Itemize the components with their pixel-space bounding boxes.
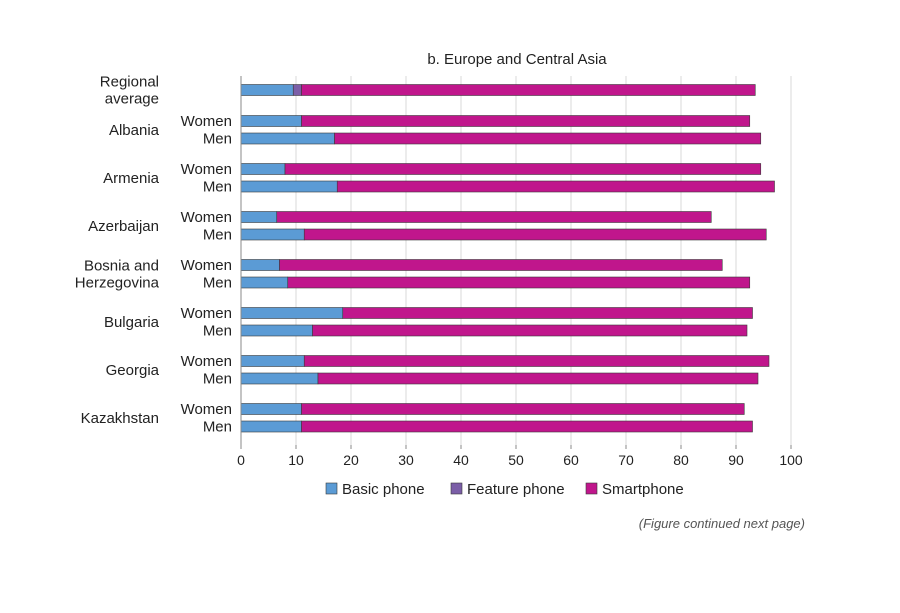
group-label: Bosnia and: [84, 257, 159, 274]
x-tick-label: 10: [288, 452, 304, 468]
legend-swatch-feature-phone: [450, 482, 463, 495]
group-label: Azerbaijan: [88, 218, 159, 235]
x-tick-label: 50: [508, 452, 524, 468]
legend-label: Basic phone: [342, 481, 425, 498]
row-label: Women: [181, 113, 232, 130]
bar-segment-smartphone: [336, 180, 775, 193]
bar-segment-basic-phone: [240, 403, 302, 415]
x-tick-label: 90: [728, 452, 744, 468]
bar-segment-basic-phone: [240, 180, 338, 193]
group-label: Albania: [109, 122, 160, 139]
bar-segment-basic-phone: [240, 115, 302, 127]
bar-segment-basic-phone: [240, 324, 313, 337]
chart-title: b. Europe and Central Asia: [427, 51, 607, 68]
x-tick-label: 0: [237, 452, 245, 468]
row-label: Men: [203, 275, 232, 292]
x-axis-ticks: 0 10 20 30 40 50 60 70 80 90 100: [237, 445, 803, 468]
row-label: Men: [203, 371, 232, 388]
bar-segment-smartphone: [342, 307, 753, 319]
row-label: Women: [181, 353, 232, 370]
row-label: Women: [181, 401, 232, 418]
bar-segment-feature-phone: [292, 84, 302, 96]
bar-segment-smartphone: [279, 259, 723, 271]
bar-segment-smartphone: [303, 355, 770, 367]
bar-segment-basic-phone: [240, 420, 302, 433]
bar-segment-basic-phone: [240, 211, 278, 223]
x-tick-label: 40: [453, 452, 469, 468]
row-label: Men: [203, 227, 232, 244]
bars: [240, 84, 775, 433]
bar-segment-smartphone: [276, 211, 712, 223]
legend-label: Feature phone: [467, 481, 565, 498]
bar-segment-smartphone: [287, 276, 751, 289]
bar-segment-basic-phone: [240, 259, 280, 271]
bar-segment-smartphone: [301, 115, 751, 127]
bar-segment-basic-phone: [240, 163, 286, 175]
bar-segment-smartphone: [334, 132, 762, 145]
group-label: Regional: [100, 74, 159, 91]
bar-segment-smartphone: [301, 420, 753, 433]
bar-segment-smartphone: [284, 163, 762, 175]
x-tick-label: 30: [398, 452, 414, 468]
bar-segment-basic-phone: [240, 276, 289, 289]
group-label: Armenia: [103, 170, 160, 187]
row-label: Men: [203, 419, 232, 436]
x-tick-label: 60: [563, 452, 579, 468]
row-label: Men: [203, 323, 232, 340]
group-label: Georgia: [106, 362, 160, 379]
bar-segment-basic-phone: [240, 228, 305, 241]
figure-note: (Figure continued next page): [639, 516, 805, 531]
legend-swatch-smartphone: [585, 482, 598, 495]
x-tick-label: 100: [779, 452, 803, 468]
row-label: Women: [181, 257, 232, 274]
bar-segment-smartphone: [317, 372, 759, 385]
bar-segment-smartphone: [301, 403, 745, 415]
bar-segment-basic-phone: [240, 307, 344, 319]
row-label: Women: [181, 161, 232, 178]
legend-swatch-basic-phone: [325, 482, 338, 495]
row-label: Men: [203, 131, 232, 148]
x-tick-label: 70: [618, 452, 634, 468]
row-label: Women: [181, 209, 232, 226]
bar-segment-smartphone: [303, 228, 767, 241]
bar-segment-basic-phone: [240, 84, 294, 96]
x-tick-label: 20: [343, 452, 359, 468]
group-label: Kazakhstan: [81, 410, 159, 427]
bar-segment-smartphone: [301, 84, 756, 96]
bar-segment-basic-phone: [240, 132, 335, 145]
x-tick-label: 80: [673, 452, 689, 468]
group-label: Bulgaria: [104, 314, 160, 331]
bar-segment-smartphone: [312, 324, 748, 337]
group-label: Herzegovina: [75, 274, 160, 291]
bar-segment-basic-phone: [240, 355, 305, 367]
group-label: average: [105, 91, 159, 108]
y-axis-labels: RegionalaverageWomenMenAlbaniaWomenMenAr…: [75, 74, 232, 436]
legend-label: Smartphone: [602, 481, 684, 498]
row-label: Men: [203, 179, 232, 196]
bar-segment-basic-phone: [240, 372, 319, 385]
legend: Basic phone Feature phone Smartphone: [325, 481, 684, 498]
row-label: Women: [181, 305, 232, 322]
